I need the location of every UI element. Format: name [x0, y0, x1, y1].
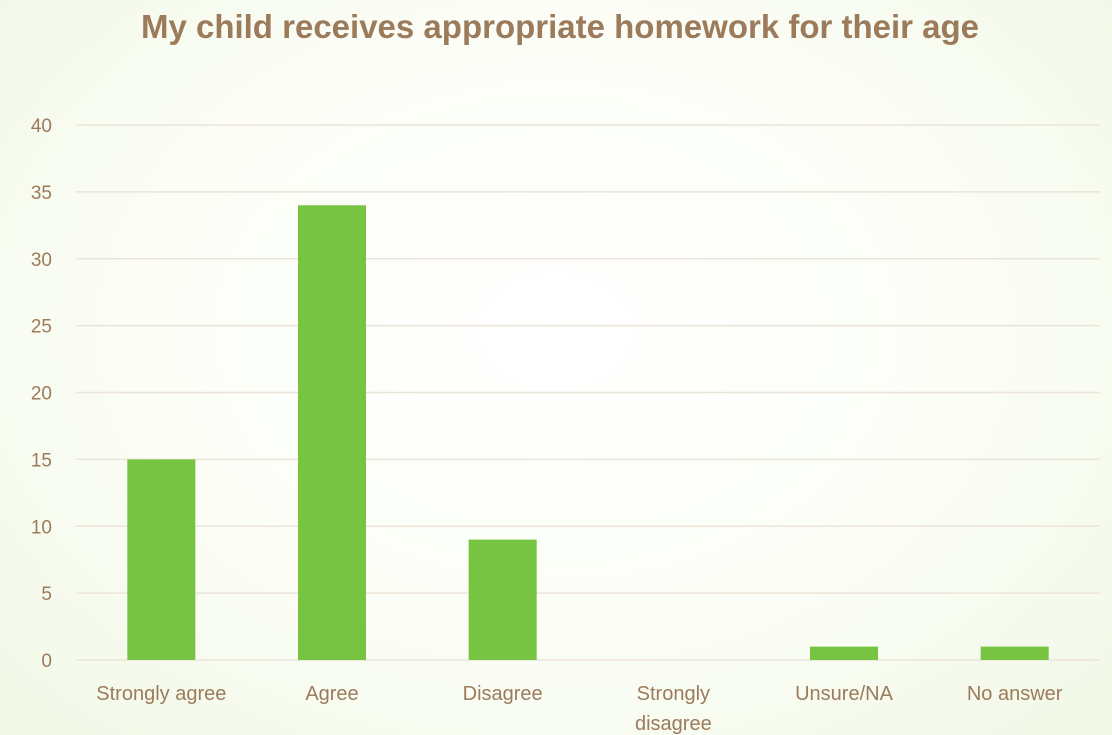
x-tick-label: disagree: [635, 713, 712, 735]
x-tick-label: No answer: [967, 683, 1063, 705]
y-tick-label: 5: [41, 584, 52, 605]
bar: [980, 646, 1049, 660]
bar: [468, 539, 537, 660]
bar: [810, 646, 878, 660]
bar: [127, 459, 196, 660]
y-tick-label: 15: [31, 450, 52, 471]
x-tick-label: Agree: [305, 683, 358, 705]
chart-title: My child receives appropriate homework f…: [140, 8, 980, 45]
x-tick-label: Unsure/NA: [795, 683, 893, 705]
x-tick-label: Strongly agree: [96, 683, 226, 705]
bar: [298, 205, 366, 660]
x-tick-label: Strongly: [637, 683, 710, 705]
y-tick-label: 0: [41, 651, 52, 672]
y-tick-label: 40: [31, 116, 52, 137]
y-tick-label: 20: [31, 384, 52, 405]
y-tick-label: 25: [31, 317, 52, 338]
y-tick-label: 10: [31, 517, 52, 538]
y-tick-label: 30: [31, 250, 52, 271]
y-tick-label: 35: [31, 183, 52, 204]
x-tick-label: Disagree: [463, 683, 543, 705]
